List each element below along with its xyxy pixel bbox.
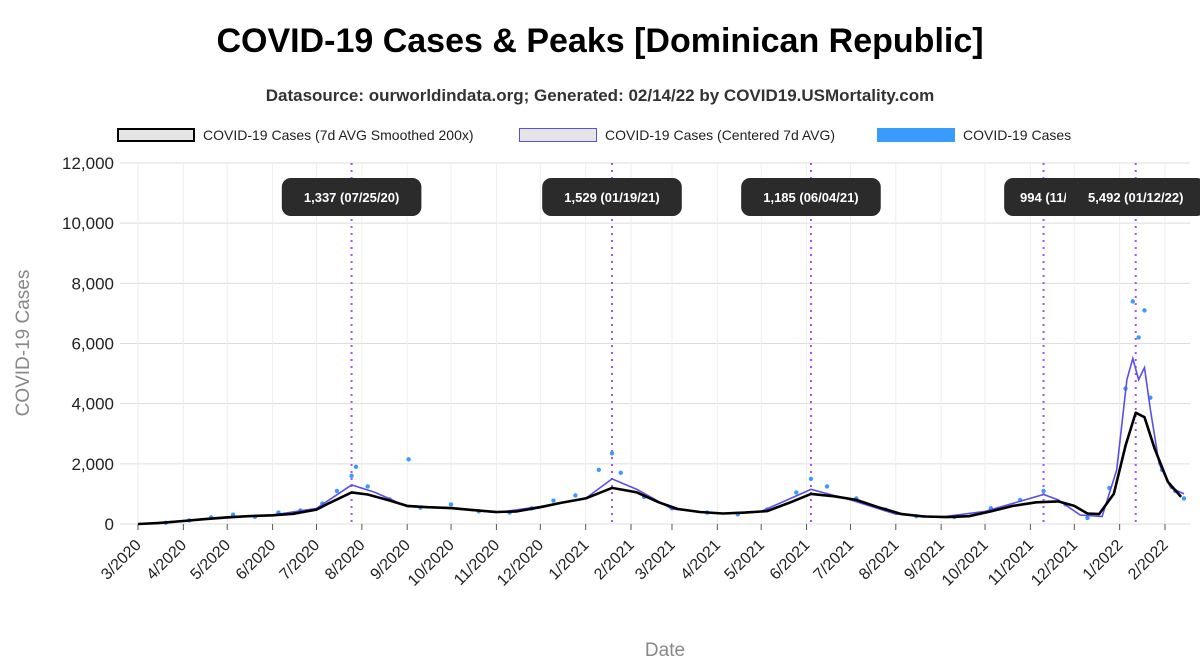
case-point (596, 467, 602, 473)
x-tick-label: 11/2020 (451, 537, 503, 589)
legend-label-cases: COVID-19 Cases (963, 127, 1072, 143)
y-tick-label: 2,000 (71, 455, 114, 474)
x-tick-label: 11/2021 (985, 537, 1037, 589)
legend-swatch-smoothed (117, 128, 195, 142)
case-point (573, 493, 578, 498)
legend-swatch-cases (877, 128, 955, 142)
legend-item-smoothed: COVID-19 Cases (7d AVG Smoothed 200x) (117, 124, 474, 146)
case-point (1130, 299, 1135, 304)
series-smoothed (137, 411, 1183, 526)
case-point (406, 457, 411, 462)
legend-item-centered-avg: COVID-19 Cases (Centered 7d AVG) (519, 124, 835, 146)
y-axis-ticks: 0 2,000 4,000 6,000 8,000 10,000 12,000 (62, 154, 114, 534)
y-tick-label: 10,000 (62, 214, 114, 233)
x-tick-label: 3/2021 (632, 537, 679, 584)
peak-label-text: 5,492 (01/12/22) (1088, 190, 1183, 205)
legend-swatch-centered-avg (519, 128, 597, 142)
case-point (794, 490, 799, 495)
legend: COVID-19 Cases (7d AVG Smoothed 200x) CO… (0, 124, 1200, 146)
case-point (334, 488, 340, 494)
x-tick-label: 5/2021 (721, 537, 768, 584)
peak-labels: 1,337 (07/25/20) 1,529 (01/19/21) 1,185 (0… (281, 178, 1200, 216)
x-axis-title: Date (645, 640, 685, 661)
case-point (365, 484, 370, 489)
x-tick-label: 4/2020 (144, 537, 191, 584)
x-tick-label: 3/2020 (98, 537, 145, 584)
chart-title: COVID-19 Cases & Peaks [Dominican Republ… (216, 22, 984, 60)
x-tick-label: 6/2020 (233, 537, 280, 584)
peak-label-box (542, 178, 682, 216)
x-tick-label: 8/2021 (856, 537, 903, 584)
peak-label: 994 (11/ (1004, 178, 1083, 216)
case-point (448, 502, 454, 507)
peak-label-text: 1,529 (01/19/21) (564, 190, 659, 205)
case-point (1085, 515, 1090, 521)
case-point (1181, 496, 1187, 501)
x-tick-label: 7/2020 (277, 537, 324, 584)
x-tick-label: 1/2021 (546, 537, 593, 584)
y-axis-title: COVID-19 Cases (13, 270, 34, 417)
case-point (551, 498, 556, 503)
series-cases (163, 299, 1187, 525)
peak-label-box (1004, 178, 1083, 216)
case-point (1136, 335, 1141, 340)
legend-label-smoothed: COVID-19 Cases (7d AVG Smoothed 200x) (203, 127, 474, 143)
centered-avg-line (137, 355, 1185, 525)
peak-label-box (741, 178, 881, 216)
x-axis-ticks: 3/20204/20205/20206/20207/20208/20209/20… (98, 524, 1172, 590)
peak-label: 1,337 (07/25/20) (281, 178, 422, 216)
peak-label-box (281, 178, 422, 216)
x-tick-label: 10/2021 (939, 537, 992, 590)
case-point (808, 476, 814, 482)
legend-label-centered-avg: COVID-19 Cases (Centered 7d AVG) (605, 127, 836, 143)
peak-label-text: 1,337 (07/25/20) (304, 190, 399, 205)
chart-subtitle: Datasource: ourworldindata.org; Generate… (265, 86, 935, 105)
case-point (824, 484, 830, 489)
x-tick-label: 1/2022 (1080, 537, 1127, 584)
peak-label: 1,529 (01/19/21) (542, 178, 682, 216)
smoothed-line (137, 411, 1183, 526)
x-tick-label: 2/2022 (1125, 537, 1172, 584)
x-tick-label: 6/2021 (767, 537, 814, 584)
grid (120, 162, 1190, 525)
peak-label-text: 994 (11/ (1020, 190, 1067, 205)
x-tick-label: 4/2021 (678, 537, 725, 584)
case-point (609, 451, 615, 456)
x-tick-label: 5/2020 (187, 537, 234, 584)
x-tick-label: 8/2020 (322, 537, 369, 584)
x-tick-label: 2/2021 (591, 537, 638, 584)
y-tick-label: 6,000 (71, 335, 114, 354)
case-point (349, 473, 354, 479)
peak-label-box (1065, 178, 1200, 216)
x-tick-label: 12/2021 (1028, 537, 1081, 590)
y-tick-label: 4,000 (71, 395, 114, 414)
x-tick-label: 12/2020 (494, 537, 547, 590)
case-point (1142, 308, 1147, 313)
peak-label: 1,185 (06/04/21) (741, 178, 881, 216)
case-point (1041, 488, 1046, 494)
legend-item-cases: COVID-19 Cases (877, 124, 1071, 146)
peak-label-text: 1,185 (06/04/21) (763, 190, 858, 205)
peak-label: 5,492 (01/12/22) (1065, 178, 1200, 216)
y-tick-label: 8,000 (71, 274, 114, 293)
y-tick-label: 0 (105, 515, 114, 534)
case-point (353, 464, 359, 470)
x-tick-label: 10/2020 (405, 537, 458, 590)
x-tick-label: 7/2021 (811, 537, 858, 584)
case-point (618, 470, 623, 476)
y-tick-label: 12,000 (62, 154, 114, 173)
series-centered-avg (137, 355, 1185, 525)
